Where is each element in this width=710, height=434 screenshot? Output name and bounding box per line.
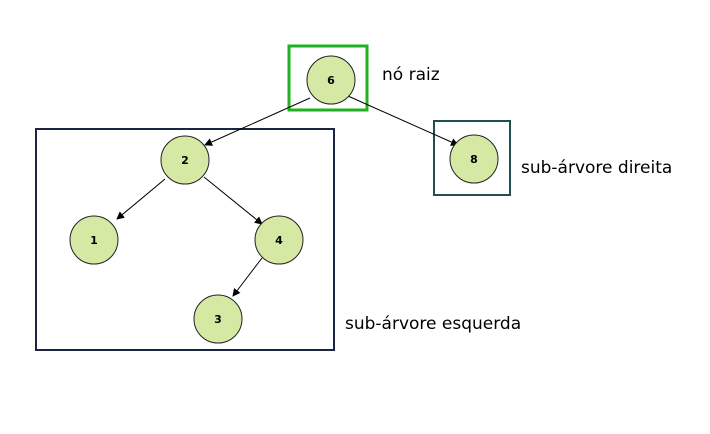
node-label-left-left: 1	[90, 234, 98, 247]
edge-4-3	[232, 257, 263, 297]
left-subtree-box	[35, 128, 335, 351]
tree-node-right: 8	[449, 134, 499, 184]
root-caption: nó raiz	[382, 65, 440, 85]
tree-node-left-right: 4	[254, 215, 304, 265]
tree-node-left-left: 1	[69, 215, 119, 265]
right-subtree-caption: sub-árvore direita	[521, 158, 672, 178]
node-label-right: 8	[470, 153, 478, 166]
tree-node-left-root: 2	[160, 135, 210, 185]
right-subtree-box	[433, 120, 511, 196]
node-label-left-right-left: 3	[214, 313, 222, 326]
node-label-root: 6	[327, 74, 335, 87]
tree-node-left-right-left: 3	[193, 294, 243, 344]
tree-node-root: 6	[306, 55, 356, 105]
left-subtree-caption: sub-árvore esquerda	[345, 314, 521, 334]
node-label-left-root: 2	[181, 154, 189, 167]
edge-6-8	[347, 95, 459, 146]
node-label-left-right: 4	[275, 234, 283, 247]
edge-6-2	[204, 97, 311, 146]
edge-2-4	[203, 176, 263, 225]
root-highlight-box	[287, 44, 369, 112]
edge-2-1	[116, 178, 166, 220]
